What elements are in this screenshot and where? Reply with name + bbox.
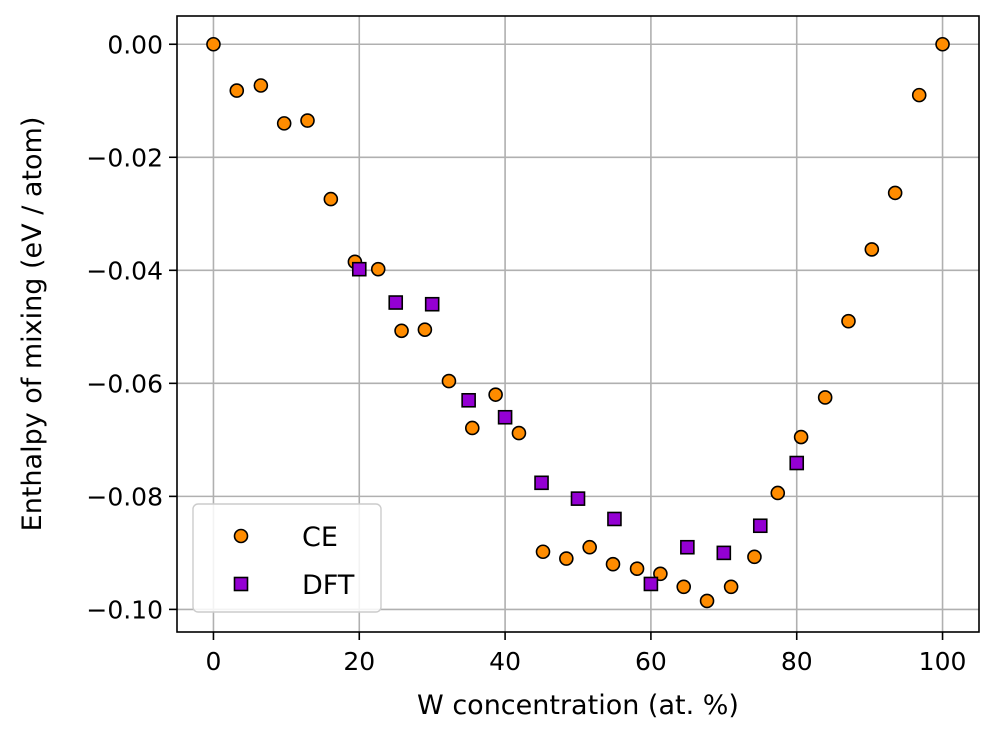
axes-border: [176, 15, 980, 633]
ce-point: [323, 191, 339, 207]
legend-label-ce: CE: [302, 522, 338, 553]
ce-point: [605, 556, 621, 572]
ce-point: [911, 87, 927, 103]
y-tick-label: −0.10: [86, 595, 163, 624]
ce-point: [793, 429, 809, 445]
ce-point: [841, 313, 856, 329]
dft-point: [534, 475, 549, 491]
legend-marker-dft: [233, 576, 249, 592]
axis-ticks: 0 20 40 60 80 100 0.00 −0.02 −0.04 −0.06 −0.08 −0.1…: [86, 30, 966, 676]
ce-point: [699, 593, 715, 609]
ce-point: [370, 261, 386, 277]
dft-point: [461, 392, 476, 408]
ce-point: [464, 420, 480, 436]
x-tick-label: 20: [343, 647, 375, 676]
y-tick-label: −0.04: [86, 256, 163, 285]
ce-point: [300, 113, 315, 128]
ce-point: [253, 78, 269, 93]
legend: CE DFT: [192, 503, 382, 613]
dft-point: [643, 576, 659, 592]
ce-point: [887, 185, 903, 201]
x-tick-label: 100: [919, 647, 967, 676]
ce-point: [229, 83, 245, 98]
x-tick-label: 60: [635, 647, 667, 676]
x-tick-label: 40: [489, 647, 521, 676]
ce-point: [488, 387, 503, 402]
dft-point: [424, 296, 440, 312]
ce-point: [276, 116, 292, 131]
ce-point: [582, 539, 597, 555]
ce-point: [394, 323, 409, 339]
data-points: [206, 36, 950, 609]
x-tick-label: 80: [781, 647, 813, 676]
ce-point: [723, 579, 739, 595]
ce-point: [817, 390, 833, 405]
dft-point: [570, 491, 586, 506]
axes-frame: [176, 15, 980, 633]
y-axis-label: Enthalpy of mixing (eV / atom): [17, 117, 48, 532]
ce-point: [747, 549, 762, 565]
y-tick-label: −0.08: [86, 482, 163, 511]
ce-point: [559, 551, 574, 566]
dft-point: [716, 545, 732, 561]
legend-marker-ce: [233, 528, 249, 544]
dft-point: [789, 455, 805, 471]
ce-point: [770, 485, 786, 501]
dft-point: [607, 511, 622, 527]
ce-point: [417, 322, 433, 337]
ce-point: [441, 373, 457, 389]
ce-point: [629, 561, 645, 577]
ce-point: [511, 425, 527, 441]
y-tick-label: −0.02: [86, 143, 163, 172]
ce-point: [864, 242, 880, 257]
dft-point: [752, 518, 768, 534]
legend-label-dft: DFT: [302, 570, 355, 601]
ce-point: [535, 544, 551, 560]
ce-point: [676, 579, 692, 595]
x-tick-label: 0: [206, 647, 222, 676]
y-tick-label: −0.06: [86, 369, 163, 398]
y-tick-label: 0.00: [107, 30, 163, 59]
x-axis-label: W concentration (at. %): [417, 690, 739, 721]
dft-point: [497, 409, 513, 425]
series-dft: [351, 261, 805, 592]
ce-point: [935, 36, 950, 52]
dft-point: [680, 539, 695, 555]
ce-point: [206, 36, 221, 52]
dft-point: [351, 261, 367, 277]
dft-point: [388, 295, 404, 310]
